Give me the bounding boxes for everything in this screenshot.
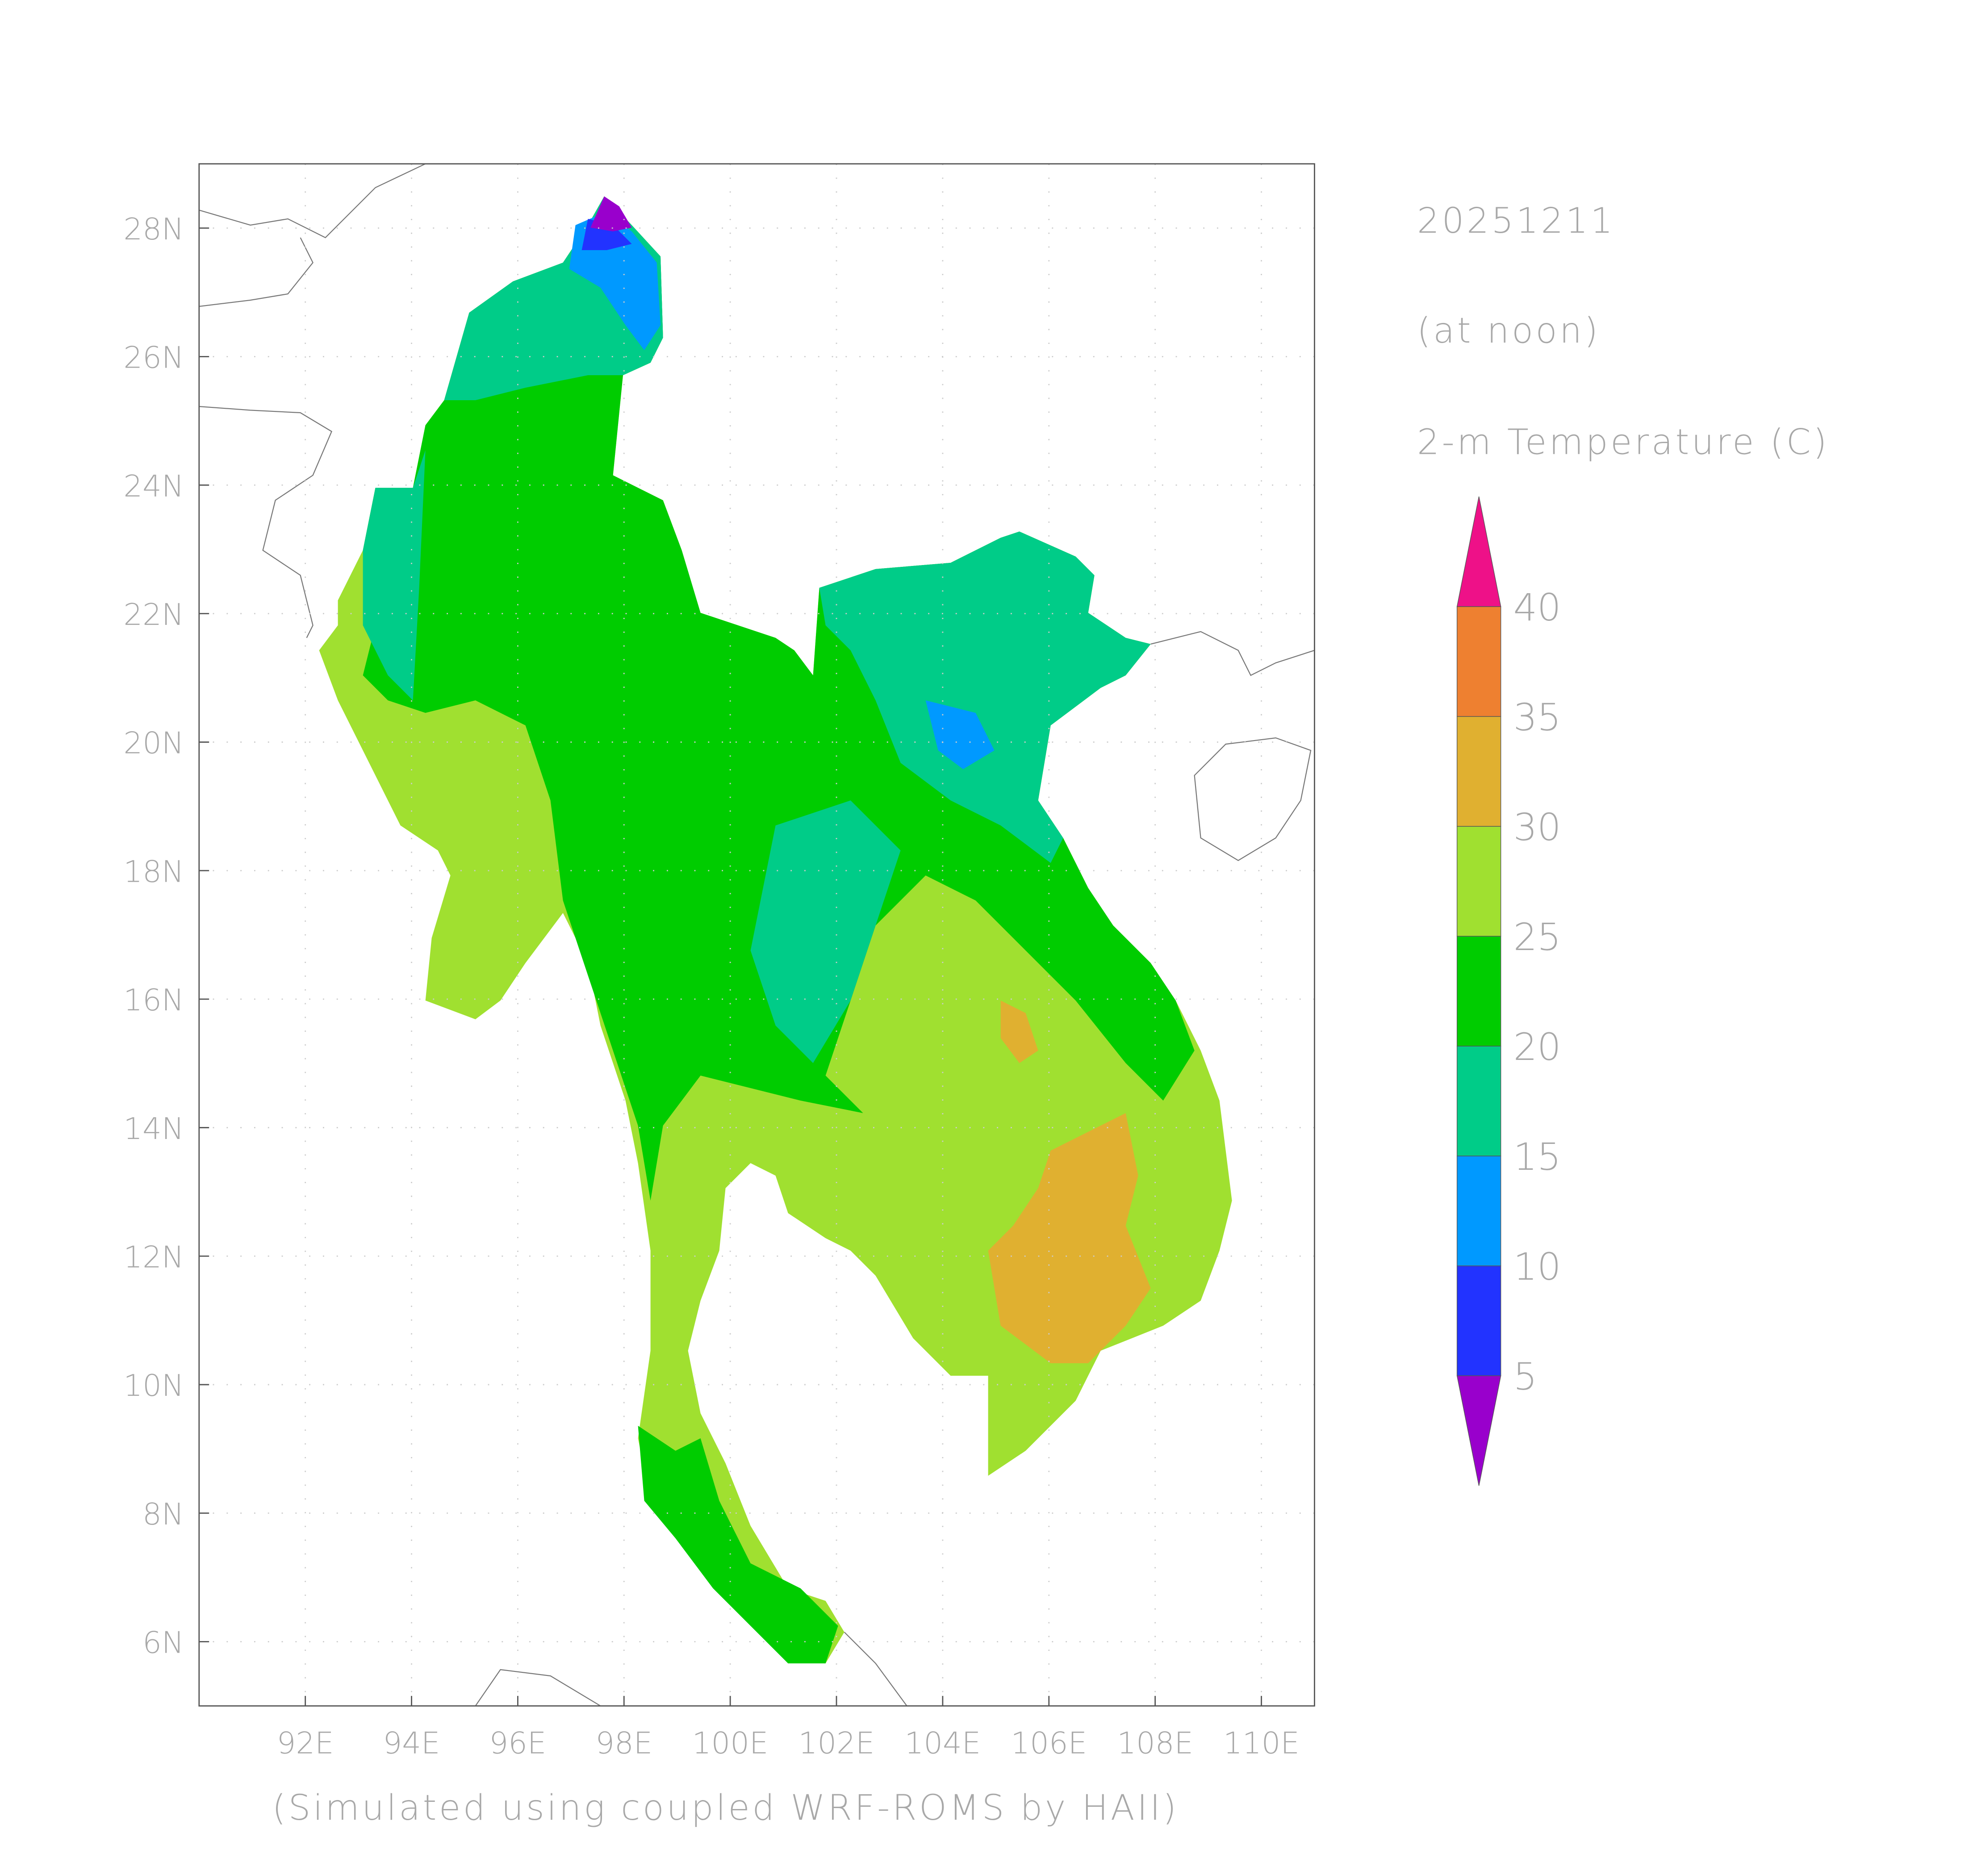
colorbar-label: 30	[1513, 805, 1561, 849]
graticule	[199, 163, 1315, 1706]
y-tick-label: 8N	[142, 1497, 184, 1532]
colorbar-bin	[1456, 1046, 1501, 1156]
colorbar-over	[1456, 496, 1501, 607]
temperature-field	[199, 163, 1315, 1707]
x-tick-label: 110E	[1223, 1726, 1300, 1761]
colorbar-label: 5	[1513, 1355, 1537, 1399]
colorbar: 5 10 15 20 25 30 35 40	[1456, 496, 1561, 1486]
x-tick-label: 92E	[277, 1726, 334, 1761]
variable: 2-m Temperature (C)	[1417, 422, 1829, 462]
colorbar-label: 25	[1513, 915, 1561, 959]
colorbar-bin	[1456, 936, 1501, 1047]
x-tick-label: 100E	[692, 1726, 769, 1761]
axis-labels: 92E 94E 96E 98E 100E 102E 104E 106E 108E 110E 6N 8N…	[123, 212, 1299, 1761]
colorbar-bin	[1456, 716, 1501, 827]
x-tick-label: 106E	[1011, 1726, 1087, 1761]
x-tick-label: 108E	[1117, 1726, 1193, 1761]
temperature-region	[750, 800, 901, 1063]
colorbar-bin	[1456, 1265, 1501, 1376]
colorbar-bin	[1456, 1156, 1501, 1266]
colorbar-label: 40	[1513, 586, 1561, 629]
time: (at noon)	[1417, 310, 1601, 351]
temperature-region	[819, 532, 1151, 863]
date: 20251211	[1417, 201, 1615, 241]
y-tick-label: 12N	[123, 1240, 184, 1274]
footer: (Simulated using coupled WRF-ROMS by HAI…	[272, 1788, 1179, 1828]
y-tick-label: 16N	[123, 983, 184, 1018]
colorbar-label: 10	[1513, 1245, 1561, 1289]
y-tick-label: 10N	[123, 1368, 184, 1403]
temperature-region	[590, 196, 632, 231]
colorbar-bin	[1456, 826, 1501, 937]
y-tick-label: 26N	[123, 340, 184, 375]
temperature-region	[988, 1113, 1151, 1363]
temperature-region	[363, 196, 1195, 1201]
x-tick-label: 104E	[905, 1726, 981, 1761]
temperature-region	[638, 1426, 838, 1663]
colorbar-label: 15	[1513, 1135, 1561, 1179]
temperature-region	[1000, 1001, 1038, 1063]
x-tick-label: 94E	[383, 1726, 440, 1761]
y-tick-label: 28N	[123, 212, 184, 247]
temperature-region	[363, 450, 426, 700]
colorbar-under	[1456, 1375, 1501, 1486]
y-tick-label: 18N	[123, 854, 184, 889]
colorbar-bin	[1456, 606, 1501, 717]
x-tick-label: 98E	[595, 1726, 652, 1761]
y-tick-label: 14N	[123, 1111, 184, 1146]
y-tick-label: 6N	[142, 1625, 184, 1660]
map-frame	[198, 163, 1315, 1707]
x-tick-label: 96E	[489, 1726, 546, 1761]
y-tick-label: 24N	[123, 469, 184, 503]
colorbar-label: 20	[1513, 1025, 1561, 1069]
colorbar-label: 35	[1513, 695, 1561, 739]
y-tick-label: 20N	[123, 726, 184, 761]
y-tick-label: 22N	[123, 597, 184, 632]
temperature-region	[925, 700, 995, 769]
x-tick-label: 102E	[799, 1726, 875, 1761]
